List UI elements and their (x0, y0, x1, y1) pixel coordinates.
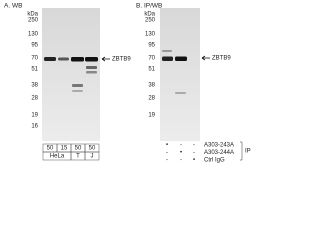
lane-sign: - (166, 150, 168, 156)
marker-label: 51 (148, 67, 155, 73)
arrow-a (101, 56, 110, 62)
group-label: IP (245, 149, 251, 155)
cell-line-label: T (76, 154, 80, 160)
bands-a (44, 57, 98, 92)
lane-sign: • (193, 158, 195, 164)
lane-sign: - (193, 143, 195, 149)
ip-bracket (240, 141, 243, 161)
antibody-label: A303-243A (204, 143, 234, 149)
table-cell (84, 151, 100, 161)
marker-label: 38 (148, 83, 155, 89)
panel-a-unit: kDa (27, 12, 38, 18)
cell-line-label: HeLa (50, 154, 65, 160)
marker-label: 19 (31, 113, 38, 119)
target-b: ZBTB9 (212, 56, 231, 62)
marker-label: 16 (31, 124, 38, 130)
lane-sign: - (180, 143, 182, 149)
antibody-label: Ctrl IgG (204, 158, 225, 164)
amount-label: 50 (47, 146, 54, 152)
amount-label: 15 (61, 146, 68, 152)
lane-sign: - (193, 150, 195, 156)
blot-a (42, 8, 100, 141)
lane-sign: - (180, 158, 182, 164)
cell-line-label: J (91, 154, 94, 160)
marker-label: 130 (28, 32, 39, 38)
lane-sign: • (180, 150, 182, 156)
figure: A. WB kDa ZBTB9 B. IP/WB kDa ZBTB9 IP 25… (4, 3, 251, 164)
marker-label: 250 (28, 18, 39, 24)
amount-label: 50 (89, 146, 96, 152)
marker-label: 38 (31, 83, 38, 89)
lane-sign: • (166, 143, 168, 149)
marker-label: 70 (31, 56, 38, 62)
marker-label: 19 (148, 113, 155, 119)
marker-label: 95 (31, 43, 38, 49)
panel-a-title: A. WB (4, 3, 22, 10)
marker-label: 250 (145, 18, 156, 24)
blot-b (160, 8, 200, 141)
marker-label: 28 (31, 96, 38, 102)
arrow-b (201, 55, 210, 61)
marker-label: 130 (145, 32, 156, 38)
bands-b (162, 50, 187, 94)
amount-label: 50 (75, 146, 82, 152)
marker-label: 51 (31, 67, 38, 73)
antibody-label: A303-244A (204, 150, 234, 156)
marker-label: 95 (148, 43, 155, 49)
panel-b-title: B. IP/WB (136, 3, 162, 10)
lane-sign: - (166, 158, 168, 164)
marker-label: 28 (148, 96, 155, 102)
panel-b-unit: kDa (144, 12, 155, 18)
target-a: ZBTB9 (112, 57, 131, 63)
marker-label: 70 (148, 56, 155, 62)
